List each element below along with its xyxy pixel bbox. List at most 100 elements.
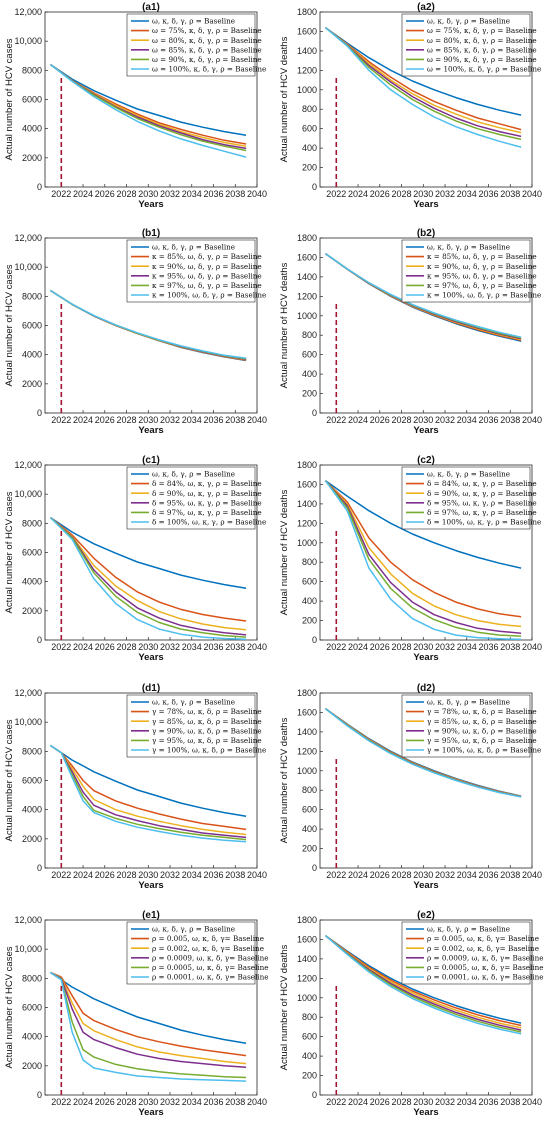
- y-tick-label: 8000: [22, 518, 42, 528]
- x-tick-label: 2032: [160, 1097, 180, 1107]
- x-tick-label: 2038: [225, 415, 245, 425]
- y-tick-label: 1200: [297, 291, 317, 301]
- y-tick-label: 0: [37, 408, 42, 418]
- plot-area: [319, 919, 533, 1096]
- y-tick-label: 600: [302, 124, 317, 134]
- x-tick-label: 2040: [247, 870, 267, 880]
- y-tick-label: 1400: [297, 954, 317, 964]
- series-line-1: [324, 26, 522, 116]
- series-line-5: [49, 63, 247, 152]
- x-tick-label: 2038: [500, 189, 520, 199]
- y-tick-label: 1200: [297, 518, 317, 528]
- x-tick-label: 2028: [117, 642, 137, 652]
- legend-box: [126, 239, 256, 303]
- legend-label: κ = 85%, ω, δ, γ, ρ = Baseline: [427, 252, 537, 261]
- legend-label: δ = 100%, ω, κ, γ, ρ = Baseline: [427, 518, 541, 527]
- x-tick-label: 2040: [522, 415, 542, 425]
- legend-label: ω, κ, δ, γ, ρ = Baseline: [152, 243, 235, 252]
- chart-a1: (a1) 2022 2024 2026 2028 2030 2032 2034 2036 2038…: [4, 2, 267, 210]
- y-tick-label: 1600: [297, 26, 317, 36]
- legend-box: [126, 921, 256, 985]
- series-line-6: [50, 289, 247, 359]
- x-tick-label: 2036: [478, 642, 498, 652]
- y-tick-label: 4000: [22, 805, 42, 815]
- panel-title: (e1): [142, 910, 160, 921]
- series-line-1: [324, 934, 522, 1024]
- x-axis-label: Years: [413, 1107, 438, 1118]
- legend-box: [401, 13, 531, 77]
- x-tick-label: 2032: [435, 415, 455, 425]
- x-tick-label: 2022: [51, 189, 71, 199]
- y-tick-label: 1000: [297, 993, 317, 1003]
- chart-e2: (e2) 2022 2024 2026 2028 2030 2032 2034 2036 2038…: [279, 910, 544, 1118]
- x-tick-label: 2030: [413, 415, 433, 425]
- legend-label: ω = 75%, κ, δ, γ, ρ = Baseline: [152, 26, 262, 35]
- x-tick-label: 2028: [392, 415, 412, 425]
- legend-label: ω = 85%, κ, δ, γ, ρ = Baseline: [427, 45, 537, 54]
- y-axis-label: Actual number of HCV deaths: [279, 262, 290, 388]
- x-tick-label: 2024: [348, 189, 368, 199]
- legend-label: δ = 84%, ω, κ, γ, ρ = Baseline: [427, 479, 537, 488]
- y-tick-label: 6000: [22, 1003, 42, 1013]
- series-line-4: [324, 27, 522, 138]
- y-tick-label: 200: [302, 616, 317, 626]
- y-tick-label: 10,000: [14, 717, 42, 727]
- x-tick-label: 2032: [160, 189, 180, 199]
- plot-area: [319, 237, 533, 414]
- series-line-2: [324, 934, 522, 1027]
- x-tick-label: 2030: [138, 642, 158, 652]
- x-tick-label: 2030: [138, 189, 158, 199]
- y-tick-label: 1600: [297, 707, 317, 717]
- x-tick-label: 2026: [370, 642, 390, 652]
- legend-label: ω = 100%, κ, δ, γ, ρ = Baseline: [152, 65, 266, 74]
- x-tick-label: 2038: [225, 870, 245, 880]
- x-tick-label: 2040: [522, 870, 542, 880]
- x-tick-label: 2040: [247, 1097, 267, 1107]
- x-axis-label: Years: [138, 880, 163, 891]
- x-tick-label: 2028: [392, 642, 412, 652]
- y-tick-label: 800: [302, 104, 317, 114]
- y-tick-label: 8000: [22, 746, 42, 756]
- x-tick-label: 2034: [182, 870, 202, 880]
- x-axis-label: Years: [138, 1107, 163, 1118]
- x-tick-label: 2036: [478, 189, 498, 199]
- y-tick-label: 12,000: [14, 688, 42, 698]
- x-tick-label: 2032: [435, 189, 455, 199]
- y-tick-label: 4000: [22, 124, 42, 134]
- legend-label: γ = 100%, ω, κ, δ, ρ = Baseline: [152, 746, 266, 755]
- x-tick-label: 2030: [138, 415, 158, 425]
- x-tick-label: 2026: [370, 1097, 390, 1107]
- legend-label: ρ = 0.002, ω, κ, δ, γ= Baseline: [427, 944, 539, 953]
- chart-b2: (b2) 2022 2024 2026 2028 2030 2032 2034 2036 2038…: [279, 228, 542, 436]
- chart-c2: (c2) 2022 2024 2026 2028 2030 2032 2034 2036 2038…: [279, 455, 542, 663]
- y-tick-label: 1200: [297, 973, 317, 983]
- y-tick-label: 0: [312, 635, 317, 645]
- y-tick-label: 4000: [22, 1032, 42, 1042]
- x-tick-label: 2028: [392, 870, 412, 880]
- panel-title: (b1): [142, 228, 160, 239]
- y-axis-label: Actual number of HCV cases: [4, 946, 15, 1068]
- plot-area: [319, 11, 533, 188]
- series-line-6: [324, 27, 522, 148]
- y-tick-label: 6000: [22, 776, 42, 786]
- legend-label: ρ = 0.0009, ω, κ, δ, γ= Baseline: [427, 953, 544, 962]
- series-line-5: [324, 27, 522, 141]
- x-tick-label: 2030: [413, 870, 433, 880]
- chart-c1: (c1) 2022 2024 2026 2028 2030 2032 2034 2036 2038…: [4, 455, 267, 663]
- legend-label: ρ = 0.0005, ω, κ, δ, γ= Baseline: [152, 963, 269, 972]
- y-axis-label: Actual number of HCV cases: [4, 491, 15, 613]
- series-line-4: [324, 480, 522, 634]
- y-tick-label: 800: [302, 785, 317, 795]
- series-line-5: [324, 480, 522, 637]
- series-line-3: [324, 27, 522, 134]
- legend-label: κ = 100%, ω, δ, γ, ρ = Baseline: [152, 291, 266, 300]
- x-tick-label: 2032: [435, 1097, 455, 1107]
- y-tick-label: 12,000: [14, 7, 42, 17]
- x-tick-label: 2038: [500, 1097, 520, 1107]
- y-tick-label: 400: [302, 369, 317, 379]
- x-tick-label: 2036: [203, 415, 223, 425]
